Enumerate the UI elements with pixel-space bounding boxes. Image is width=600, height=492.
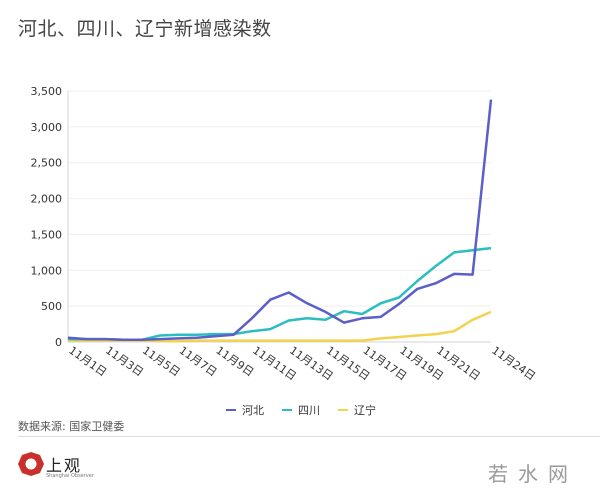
grid-lines [68,90,491,307]
legend-label: 辽宁 [354,403,376,417]
divider [18,436,600,437]
x-axis: 11月1日11月3日11月5日11月7日11月9日11月11日11月13日11月… [66,341,538,383]
x-tick-label: 11月5日 [140,344,183,379]
series-line [68,310,492,343]
logo-name: 上观 [46,456,83,475]
y-tick-label: 500 [41,300,62,313]
legend: 河北 四川 辽宁 [226,403,376,417]
series-line [67,99,493,342]
y-tick-label: 3,000 [31,121,63,134]
data-source: 数据来源: 国家卫健委 [18,420,125,433]
x-tick-label: 11月9日 [213,344,256,379]
chart-title: 河北、四川、辽宁新增感染数 [18,18,272,40]
line-chart: 0 500 1,000 1,500 2,000 2,500 3,000 3,500 11月1日… [31,85,538,417]
y-tick-label: 2,500 [31,157,63,170]
x-tick-label: 11月3日 [103,344,146,379]
y-tick-label: 1,000 [31,264,63,277]
series-lines [67,99,493,343]
y-tick-label: 2,000 [31,193,63,206]
legend-label: 河北 [242,404,264,417]
y-tick-label: 0 [55,336,62,349]
shangguan-logo-icon [18,452,44,476]
y-axis: 0 500 1,000 1,500 2,000 2,500 3,000 3,500 [31,85,69,349]
legend-label: 四川 [298,404,320,417]
x-tick-label: 11月1日 [66,344,109,379]
x-tick-label: 11月7日 [177,344,220,379]
logo-subtitle: Shanghai Observer [46,473,94,479]
y-tick-label: 3,500 [31,85,63,98]
y-tick-label: 1,500 [31,228,63,241]
series-line [68,246,492,342]
x-tick-label: 11月24日 [489,344,537,383]
watermark: 若水网 [488,462,578,486]
